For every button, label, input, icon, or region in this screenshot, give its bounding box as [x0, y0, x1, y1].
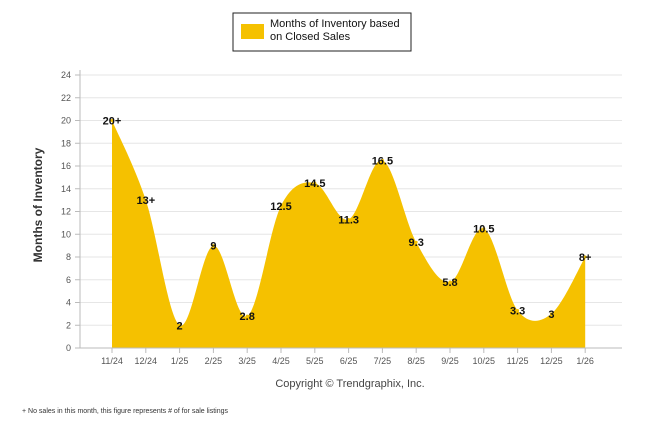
x-tick-label-11/24: 11/24: [101, 356, 123, 366]
data-label-12/25: 3: [548, 309, 554, 321]
y-axis-title: Months of Inventory: [31, 147, 45, 262]
x-tick-label-8/25: 8/25: [407, 356, 425, 366]
data-point-9/25: [448, 280, 452, 284]
data-point-11/25: [516, 308, 520, 312]
x-tick-label-12/24: 12/24: [135, 356, 158, 366]
legend-label-line-1: Months of Inventory based: [270, 18, 400, 30]
legend-label-line-2: on Closed Sales: [270, 31, 351, 43]
data-point-7/25: [380, 158, 384, 162]
y-tick-label-22: 22: [61, 93, 71, 103]
data-point-11/24: [110, 119, 114, 122]
y-tick-label-0: 0: [66, 343, 71, 353]
y-tick-label-18: 18: [61, 138, 71, 148]
x-tick-label-2/25: 2/25: [205, 356, 223, 366]
legend: Months of Inventory based on Closed Sale…: [232, 12, 412, 52]
axes: [79, 70, 622, 349]
y-tick-label-6: 6: [66, 275, 71, 285]
data-point-8/25: [414, 240, 418, 244]
data-point-5/25: [313, 181, 317, 185]
y-tick-label-14: 14: [61, 184, 71, 194]
y-tick-label-8: 8: [66, 252, 71, 262]
x-tick-label-5/25: 5/25: [306, 356, 324, 366]
x-tick-label-4/25: 4/25: [272, 356, 290, 366]
data-label-11/24: 20+: [103, 116, 122, 128]
data-label-5/25: 14.5: [304, 178, 325, 190]
x-axis-ticks: 11/24 12/24 1/25 2/25 3/25 4/25 5/25 6/25 7/25 8/…: [101, 348, 594, 366]
data-label-10/25: 10.5: [473, 224, 494, 236]
y-tick-label-2: 2: [66, 320, 71, 330]
data-label-11/25: 3.3: [510, 305, 525, 317]
data-point-2/25: [211, 244, 215, 248]
y-tick-label-12: 12: [61, 207, 71, 217]
data-label-2/25: 9: [210, 241, 216, 253]
y-tick-label-16: 16: [61, 161, 71, 171]
data-labels: 20+ 13+ 2 9 2.8 12.5 14.5 11.3 16.5 9.3 5.8 10.5 3.3…: [103, 116, 592, 333]
data-point-4/25: [279, 204, 283, 208]
data-point-12/25: [549, 312, 553, 316]
data-point-1/26: [583, 255, 587, 259]
footnote: + No sales in this month, this figure re…: [22, 408, 229, 415]
data-label-7/25: 16.5: [372, 155, 393, 167]
x-tick-label-11/25: 11/25: [507, 356, 529, 366]
y-tick-label-10: 10: [61, 229, 71, 239]
y-tick-label-4: 4: [66, 298, 71, 308]
data-point-1/25: [178, 323, 182, 327]
data-point-6/25: [347, 217, 351, 221]
data-label-6/25: 11.3: [338, 214, 359, 226]
data-label-12/24: 13+: [136, 195, 155, 207]
data-point-10/25: [482, 227, 486, 231]
data-point-3/25: [245, 314, 249, 318]
area-series-path: [112, 120, 586, 348]
y-tick-label-24: 24: [61, 70, 71, 80]
data-label-4/25: 12.5: [270, 201, 291, 213]
x-tick-label-1/25: 1/25: [171, 356, 189, 366]
copyright-credit: Copyright © Trendgraphix, Inc.: [275, 378, 424, 390]
data-label-9/25: 5.8: [442, 277, 457, 289]
y-tick-label-20: 20: [61, 116, 71, 126]
data-label-3/25: 2.8: [240, 311, 255, 323]
data-point-12/24: [144, 198, 148, 202]
data-label-1/26: 8+: [579, 252, 592, 264]
data-label-1/25: 2: [177, 320, 183, 332]
x-tick-label-3/25: 3/25: [238, 356, 256, 366]
x-tick-label-6/25: 6/25: [340, 356, 358, 366]
x-tick-label-9/25: 9/25: [441, 356, 459, 366]
area-series: [110, 119, 587, 348]
x-tick-label-12/25: 12/25: [540, 356, 563, 366]
data-label-8/25: 9.3: [409, 237, 424, 249]
x-tick-label-10/25: 10/25: [473, 356, 496, 366]
x-tick-label-1/26: 1/26: [576, 356, 594, 366]
legend-swatch: [241, 24, 264, 39]
x-tick-label-7/25: 7/25: [374, 356, 392, 366]
